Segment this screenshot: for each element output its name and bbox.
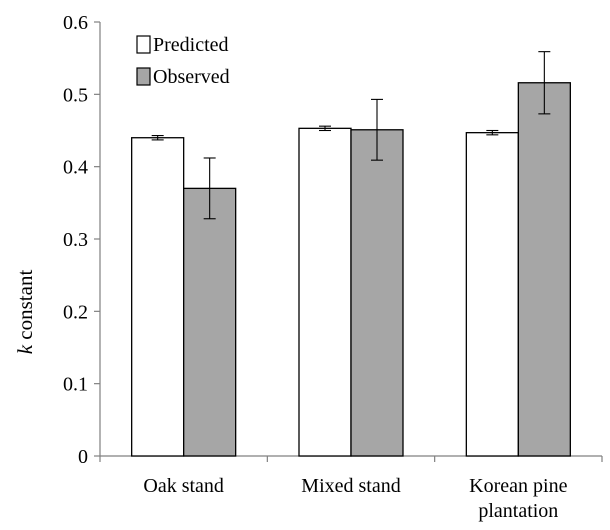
bar-predicted-2 [465, 132, 519, 457]
y-axis-label: k constant [13, 270, 37, 355]
legend-swatch-observed [136, 67, 151, 86]
bar-observed-2 [517, 82, 571, 457]
y-tick-label: 0.5 [63, 84, 88, 106]
y-tick-label: 0.6 [63, 12, 88, 34]
bar-observed-0 [183, 187, 237, 457]
y-tick-label: 0.4 [63, 157, 88, 179]
x-category-label: Korean pine plantation [469, 475, 567, 522]
legend-label-observed: Observed [153, 66, 230, 88]
x-category-label: Mixed stand [301, 475, 400, 497]
legend: Predicted Observed [136, 34, 230, 88]
y-tick-label: 0.2 [63, 301, 88, 323]
legend-label-predicted: Predicted [153, 34, 229, 56]
bar-predicted-0 [131, 137, 185, 457]
bar-observed-1 [350, 129, 404, 457]
x-category-label: Oak stand [143, 475, 224, 497]
y-tick-label: 0 [78, 446, 88, 468]
legend-swatch-predicted [136, 35, 151, 54]
error-bars [151, 51, 551, 220]
bar-predicted-1 [298, 127, 352, 457]
y-tick-labels: 0 0.1 0.2 0.3 0.4 0.5 0.6 [63, 12, 88, 468]
y-axis-label-italic: k [13, 344, 37, 354]
bars [131, 82, 571, 457]
x-category-labels: Oak stand Mixed stand Korean pine plantatio… [143, 475, 567, 522]
y-axis-label-rest: constant [13, 270, 37, 345]
y-tick-label: 0.3 [63, 229, 88, 251]
y-tick-label: 0.1 [63, 374, 88, 396]
